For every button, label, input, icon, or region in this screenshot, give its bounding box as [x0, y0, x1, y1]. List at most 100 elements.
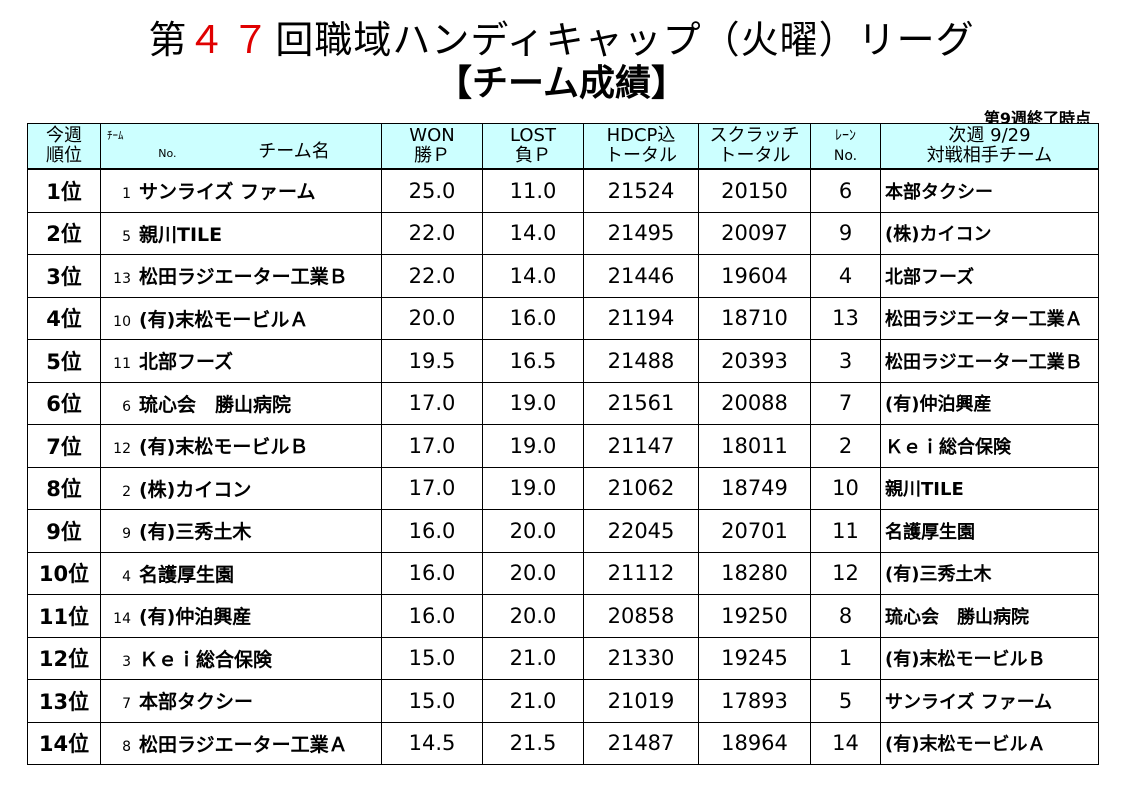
won-points-cell: 16.0	[381, 509, 483, 553]
team-number: 3	[122, 653, 131, 670]
scratch-total-cell: 20150	[698, 168, 811, 213]
lane-cell: 6	[810, 168, 881, 213]
table-row: 11位 14 (有)仲泊興産 16.0 20.0 20858 19250 8 琉心会 勝山病院	[27, 594, 1099, 638]
team-name: 琉心会 勝山病院	[139, 393, 292, 416]
scratch-total-cell: 19604	[698, 254, 811, 298]
team-number: 9	[122, 526, 131, 543]
lost-points-cell: 21.0	[482, 679, 584, 723]
header-rank: 今週 順位	[27, 123, 101, 170]
title-prefix: 第	[148, 18, 188, 62]
lane-cell: 7	[810, 381, 881, 425]
lost-points-cell: 19.0	[482, 424, 584, 468]
rank-cell: 6位	[27, 381, 101, 425]
team-number: 10	[113, 313, 131, 330]
scratch-total-cell: 20701	[698, 509, 811, 553]
won-points-cell: 17.0	[381, 381, 483, 425]
lost-points-cell: 19.0	[482, 466, 584, 510]
team-cell: 3 Ｋｅｉ総合保険	[100, 636, 382, 680]
rank-cell: 1位	[27, 168, 101, 213]
rank-cell: 8位	[27, 466, 101, 510]
team-name: 本部タクシー	[139, 691, 254, 714]
team-cell: 7 本部タクシー	[100, 679, 382, 723]
lane-cell: 14	[810, 721, 881, 765]
header-row: 今週 順位 ﾁｰﾑ No. チーム名 WON 勝Ｐ LOST 負Ｐ HDCP込 トータル ス…	[27, 123, 1099, 170]
scratch-total-cell: 18964	[698, 721, 811, 765]
header-next-opponent: 次週 9/29 対戦相手チーム	[880, 123, 1099, 170]
won-points-cell: 22.0	[381, 211, 483, 255]
hdcp-total-cell: 21194	[583, 296, 699, 340]
team-name: (有)仲泊興産	[139, 606, 252, 629]
table-row: 9位 9 (有)三秀土木 16.0 20.0 22045 20701 11 名護厚生園	[27, 509, 1099, 553]
hdcp-total-cell: 21019	[583, 679, 699, 723]
page-title: 第４７回職域ハンディキャップ（火曜）リーグ	[0, 18, 1123, 62]
lane-cell: 9	[810, 211, 881, 255]
header-lost: LOST 負Ｐ	[482, 123, 584, 170]
team-cell: 10 (有)末松モービルＡ	[100, 296, 382, 340]
rank-cell: 7位	[27, 424, 101, 468]
team-number: 7	[122, 696, 131, 713]
team-number: 4	[122, 568, 131, 585]
standings-table: 今週 順位 ﾁｰﾑ No. チーム名 WON 勝Ｐ LOST 負Ｐ HDCP込 トータル ス…	[27, 123, 1099, 765]
hdcp-total-cell: 21112	[583, 551, 699, 595]
opponent-cell: 本部タクシー	[880, 168, 1099, 213]
won-points-cell: 15.0	[381, 636, 483, 680]
opponent-cell: 親川TILE	[880, 466, 1099, 510]
won-points-cell: 19.5	[381, 339, 483, 383]
opponent-cell: (有)末松モービルＡ	[880, 721, 1099, 765]
team-name: 松田ラジエーター工業Ｂ	[139, 266, 348, 289]
lost-points-cell: 14.0	[482, 211, 584, 255]
opponent-cell: サンライズ ファーム	[880, 679, 1099, 723]
lost-points-cell: 11.0	[482, 168, 584, 213]
team-number: 11	[113, 356, 131, 373]
team-name: 北部フーズ	[139, 351, 234, 374]
table-row: 10位 4 名護厚生園 16.0 20.0 21112 18280 12 (有)三秀土木	[27, 551, 1099, 595]
hdcp-total-cell: 21446	[583, 254, 699, 298]
lost-points-cell: 19.0	[482, 381, 584, 425]
rank-cell: 3位	[27, 254, 101, 298]
team-name: (株)カイコン	[139, 478, 252, 501]
rank-cell: 13位	[27, 679, 101, 723]
lane-cell: 11	[810, 509, 881, 553]
won-points-cell: 15.0	[381, 679, 483, 723]
team-cell: 11 北部フーズ	[100, 339, 382, 383]
lost-points-cell: 16.0	[482, 296, 584, 340]
header-team: ﾁｰﾑ No. チーム名	[100, 123, 382, 170]
opponent-cell: (株)カイコン	[880, 211, 1099, 255]
rank-cell: 4位	[27, 296, 101, 340]
rank-cell: 14位	[27, 721, 101, 765]
header-won: WON 勝Ｐ	[381, 123, 483, 170]
team-number: 5	[122, 228, 131, 245]
scratch-total-cell: 18749	[698, 466, 811, 510]
hdcp-total-cell: 21561	[583, 381, 699, 425]
opponent-cell: 琉心会 勝山病院	[880, 594, 1099, 638]
table-row: 7位 12 (有)末松モービルＢ 17.0 19.0 21147 18011 2 Ｋｅｉ総合保険	[27, 424, 1099, 468]
table-row: 6位 6 琉心会 勝山病院 17.0 19.0 21561 20088 7 (有)仲泊興産	[27, 381, 1099, 425]
team-name: 名護厚生園	[139, 563, 235, 586]
team-number: 12	[113, 441, 131, 458]
table-row: 5位 11 北部フーズ 19.5 16.5 21488 20393 3 松田ラジエーター工業Ｂ	[27, 339, 1099, 383]
team-cell: 13 松田ラジエーター工業Ｂ	[100, 254, 382, 298]
lost-points-cell: 20.0	[482, 551, 584, 595]
team-name: (有)末松モービルＢ	[139, 436, 309, 459]
table-row: 13位 7 本部タクシー 15.0 21.0 21019 17893 5 サンライズ ファーム	[27, 679, 1099, 723]
opponent-cell: 北部フーズ	[880, 254, 1099, 298]
team-cell: 4 名護厚生園	[100, 551, 382, 595]
lane-cell: 8	[810, 594, 881, 638]
opponent-cell: (有)末松モービルＢ	[880, 636, 1099, 680]
hdcp-total-cell: 20858	[583, 594, 699, 638]
scratch-total-cell: 20393	[698, 339, 811, 383]
team-cell: 5 親川TILE	[100, 211, 382, 255]
title-number: ４７	[187, 18, 276, 62]
won-points-cell: 17.0	[381, 466, 483, 510]
team-cell: 2 (株)カイコン	[100, 466, 382, 510]
hdcp-total-cell: 22045	[583, 509, 699, 553]
team-cell: 6 琉心会 勝山病院	[100, 381, 382, 425]
team-name: Ｋｅｉ総合保険	[139, 648, 273, 671]
lost-points-cell: 20.0	[482, 509, 584, 553]
team-cell: 1 サンライズ ファーム	[100, 168, 382, 213]
won-points-cell: 20.0	[381, 296, 483, 340]
page-subtitle: 【チーム成績】	[436, 63, 687, 104]
scratch-total-cell: 20097	[698, 211, 811, 255]
hdcp-total-cell: 21495	[583, 211, 699, 255]
hdcp-total-cell: 21488	[583, 339, 699, 383]
